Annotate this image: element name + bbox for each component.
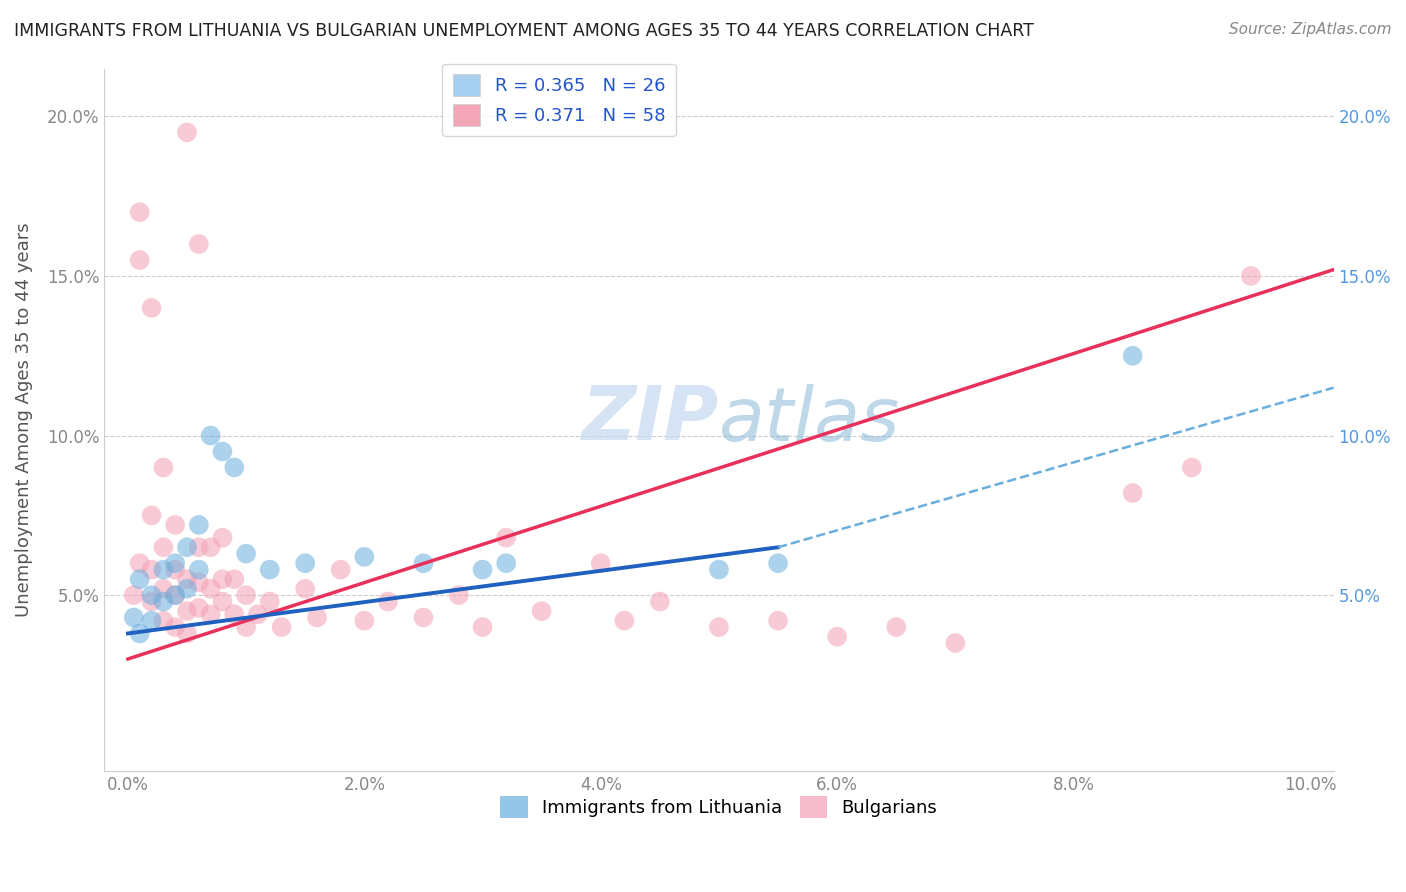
Point [122, 588, 145, 602]
Point [176, 572, 198, 586]
Point [141, 508, 163, 523]
Point [259, 594, 281, 608]
Point [353, 614, 375, 628]
Point [187, 563, 209, 577]
Point [187, 517, 209, 532]
Point [128, 253, 150, 268]
Point [200, 541, 222, 555]
Point [141, 614, 163, 628]
Point [200, 428, 222, 442]
Point [377, 594, 399, 608]
Point [707, 563, 730, 577]
Point [1122, 486, 1144, 500]
Point [270, 620, 292, 634]
Point [294, 582, 316, 596]
Point [128, 626, 150, 640]
Text: IMMIGRANTS FROM LITHUANIA VS BULGARIAN UNEMPLOYMENT AMONG AGES 35 TO 44 YEARS CO: IMMIGRANTS FROM LITHUANIA VS BULGARIAN U… [14, 22, 1033, 40]
Point [176, 582, 198, 596]
Point [707, 620, 730, 634]
Point [200, 582, 222, 596]
Text: Source: ZipAtlas.com: Source: ZipAtlas.com [1229, 22, 1392, 37]
Point [141, 588, 163, 602]
Point [246, 607, 269, 622]
Point [224, 607, 246, 622]
Point [825, 630, 848, 644]
Point [294, 556, 316, 570]
Text: ZIP: ZIP [582, 383, 718, 456]
Point [1122, 349, 1144, 363]
Point [128, 556, 150, 570]
Point [353, 549, 375, 564]
Point [259, 563, 281, 577]
Point [165, 556, 187, 570]
Point [152, 614, 174, 628]
Point [152, 594, 174, 608]
Point [884, 620, 907, 634]
Point [211, 594, 233, 608]
Point [128, 205, 150, 219]
Point [1181, 460, 1204, 475]
Point [224, 460, 246, 475]
Point [211, 572, 233, 586]
Point [165, 588, 187, 602]
Point [152, 541, 174, 555]
Point [165, 620, 187, 634]
Text: atlas: atlas [718, 384, 900, 456]
Legend: Immigrants from Lithuania, Bulgarians: Immigrants from Lithuania, Bulgarians [494, 789, 945, 825]
Point [128, 572, 150, 586]
Point [141, 594, 163, 608]
Point [176, 125, 198, 139]
Point [200, 607, 222, 622]
Point [165, 563, 187, 577]
Point [648, 594, 671, 608]
Point [152, 582, 174, 596]
Point [224, 572, 246, 586]
Point [471, 620, 494, 634]
Point [530, 604, 553, 618]
Point [141, 301, 163, 315]
Y-axis label: Unemployment Among Ages 35 to 44 years: Unemployment Among Ages 35 to 44 years [15, 222, 32, 617]
Point [447, 588, 470, 602]
Point [589, 556, 612, 570]
Point [152, 563, 174, 577]
Point [141, 563, 163, 577]
Point [235, 588, 257, 602]
Point [235, 547, 257, 561]
Point [329, 563, 352, 577]
Point [165, 588, 187, 602]
Point [165, 517, 187, 532]
Point [766, 614, 789, 628]
Point [122, 610, 145, 624]
Point [766, 556, 789, 570]
Point [187, 575, 209, 590]
Point [176, 604, 198, 618]
Point [943, 636, 966, 650]
Point [1240, 268, 1263, 283]
Point [152, 460, 174, 475]
Point [176, 626, 198, 640]
Point [495, 556, 517, 570]
Point [613, 614, 636, 628]
Point [211, 444, 233, 458]
Point [176, 541, 198, 555]
Point [211, 531, 233, 545]
Point [495, 531, 517, 545]
Point [187, 601, 209, 615]
Point [305, 610, 328, 624]
Point [187, 237, 209, 252]
Point [187, 541, 209, 555]
Point [235, 620, 257, 634]
Point [471, 563, 494, 577]
Point [412, 610, 434, 624]
Point [412, 556, 434, 570]
